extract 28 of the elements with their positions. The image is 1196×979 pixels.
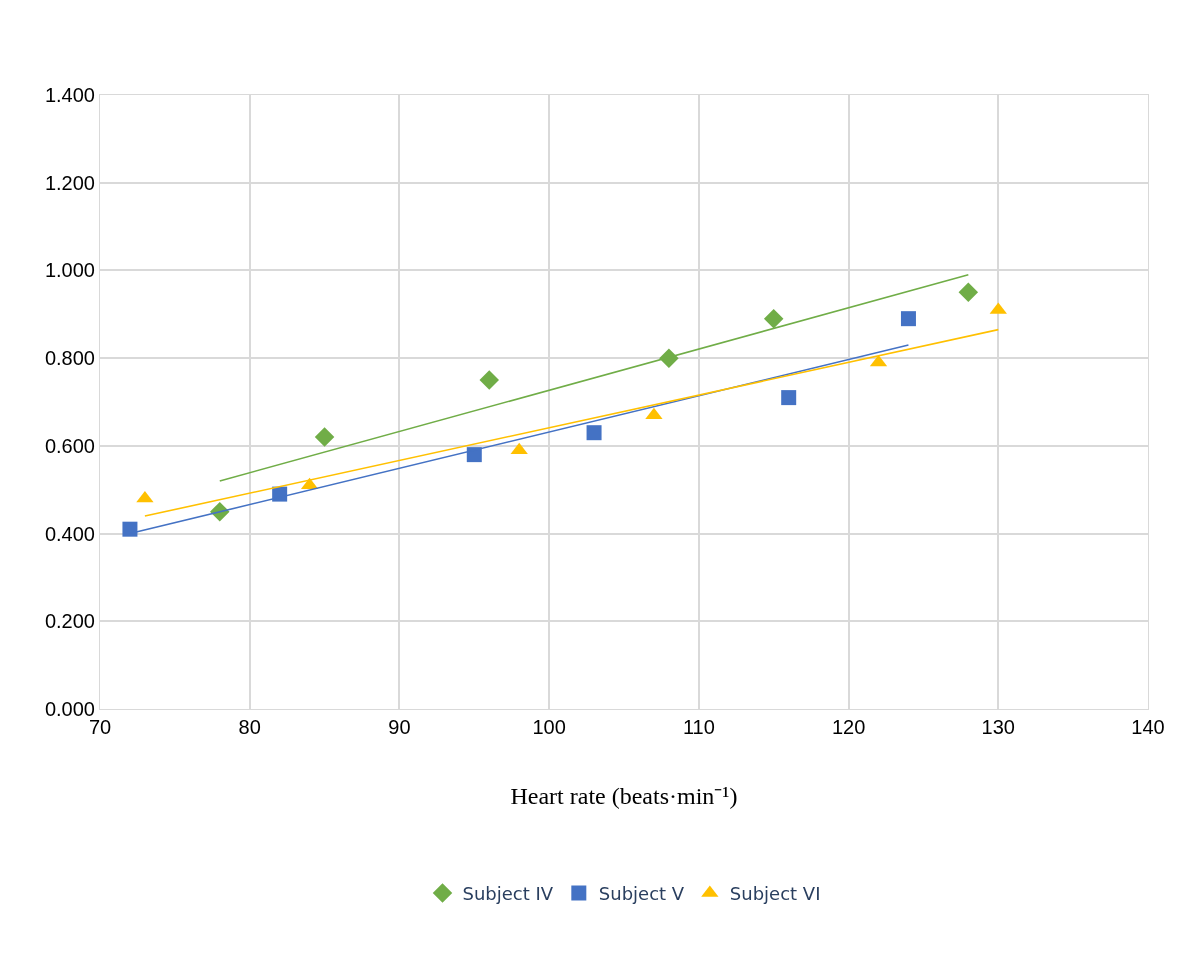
x-tick-label: 90 [388,716,411,738]
point [136,490,154,503]
x-tick-label: 130 [981,716,1015,738]
x-tick-label: 100 [532,716,566,738]
x-axis-title: Heart rate (beats·min⁻¹) [510,783,738,810]
y-tick-label: 0.200 [44,610,95,633]
point [314,427,335,447]
y-tick-label: 0.600 [44,434,95,457]
legend-label: Subject VI [729,883,821,904]
point [479,370,500,390]
y-tick-label: 1.200 [44,171,95,194]
point [958,282,979,303]
x-tick-label: 120 [831,716,866,738]
y-tick-label: 1.000 [44,259,95,282]
point [466,447,482,463]
y-tick-label: 0.800 [44,347,95,370]
point [781,390,797,406]
legend-label: Subject IV [462,883,554,904]
point [900,311,916,327]
y-tick-label: 0.400 [44,522,95,545]
point [763,308,784,329]
x-tick-label: 80 [238,716,261,738]
point [586,425,602,441]
x-tick-label: 110 [682,716,715,738]
y-tick-label: 1.400 [44,84,95,106]
legend-label: Subject V [598,883,685,904]
point [122,521,138,537]
x-tick-label: 140 [1131,716,1165,738]
